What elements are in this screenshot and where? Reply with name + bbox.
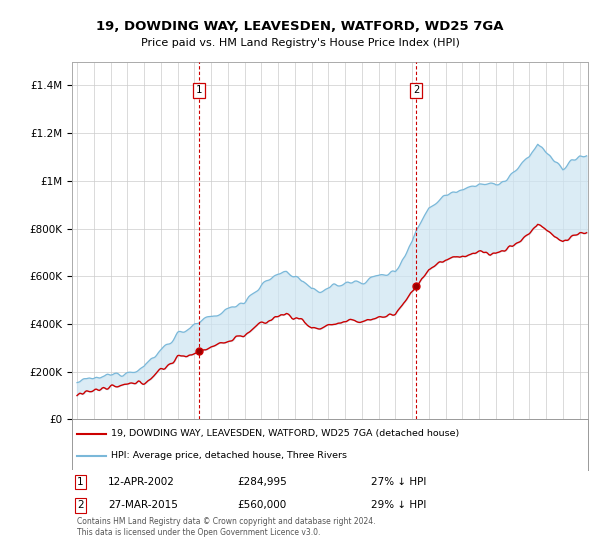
Text: 19, DOWDING WAY, LEAVESDEN, WATFORD, WD25 7GA (detached house): 19, DOWDING WAY, LEAVESDEN, WATFORD, WD2… — [110, 429, 459, 438]
Text: 2: 2 — [77, 501, 84, 510]
Text: HPI: Average price, detached house, Three Rivers: HPI: Average price, detached house, Thre… — [110, 451, 347, 460]
Text: 27% ↓ HPI: 27% ↓ HPI — [371, 477, 427, 487]
Text: 29% ↓ HPI: 29% ↓ HPI — [371, 501, 427, 510]
Text: 1: 1 — [196, 85, 202, 95]
Text: 12-APR-2002: 12-APR-2002 — [108, 477, 175, 487]
Text: 19, DOWDING WAY, LEAVESDEN, WATFORD, WD25 7GA: 19, DOWDING WAY, LEAVESDEN, WATFORD, WD2… — [96, 20, 504, 32]
Text: Price paid vs. HM Land Registry's House Price Index (HPI): Price paid vs. HM Land Registry's House … — [140, 38, 460, 48]
Text: £284,995: £284,995 — [237, 477, 287, 487]
Text: 2: 2 — [413, 85, 419, 95]
Text: 1: 1 — [77, 477, 84, 487]
Text: £560,000: £560,000 — [237, 501, 286, 510]
Text: 27-MAR-2015: 27-MAR-2015 — [108, 501, 178, 510]
Text: Contains HM Land Registry data © Crown copyright and database right 2024.
This d: Contains HM Land Registry data © Crown c… — [77, 517, 376, 536]
